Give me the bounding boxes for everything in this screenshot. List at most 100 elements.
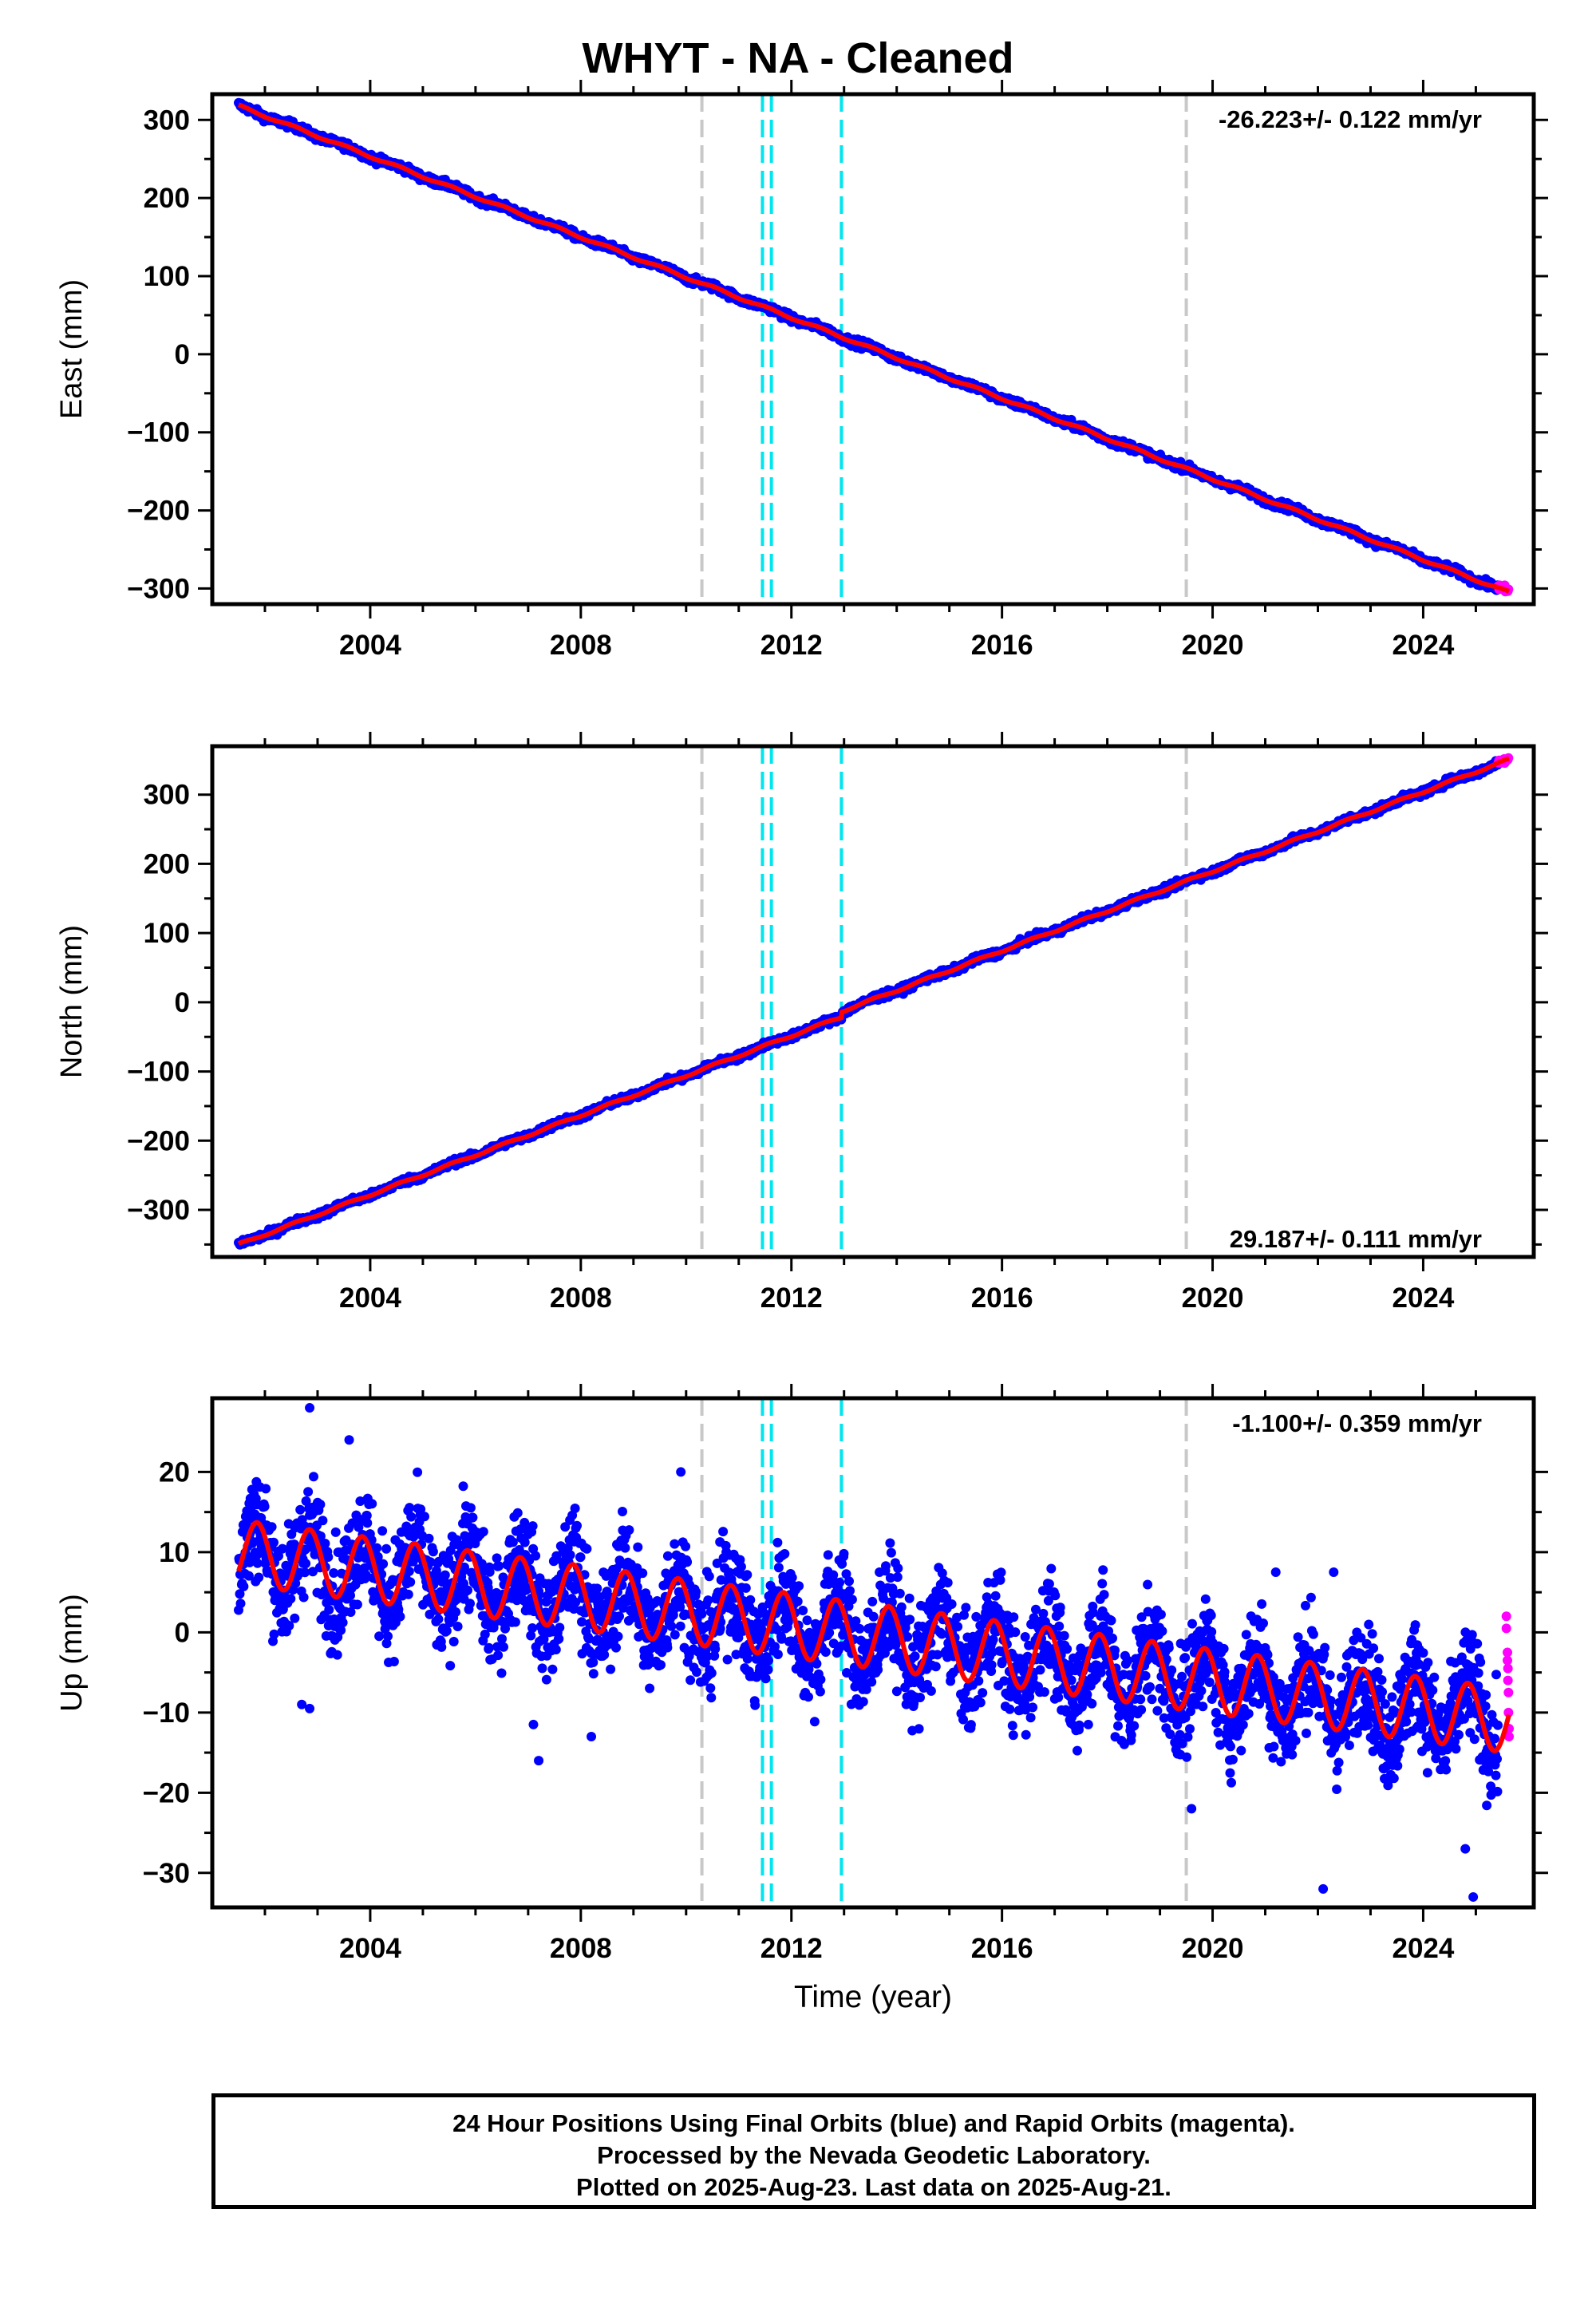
rate-label: -26.223+/- 0.122 mm/yr [1219,105,1482,133]
position-point [259,1501,270,1512]
y-tick-label: −100 [127,417,190,449]
x-tick-label: 2020 [1182,630,1244,661]
rate-label: 29.187+/- 0.111 mm/yr [1230,1225,1482,1253]
x-axis: 2004 2008 2012 2016 2020 2024 [263,80,1477,661]
y-axis: 300 200 100 0 −100 −200 −300 [127,780,1548,1246]
position-point [458,1481,468,1492]
position-point [378,1559,389,1569]
position-point [496,1668,507,1678]
x-tick-label: 2024 [1393,630,1455,661]
position-point [403,1589,413,1599]
y-axis-label: North (mm) [55,925,89,1078]
position-point [478,1527,488,1537]
position-point [512,1508,523,1518]
x-tick-label: 2008 [550,630,612,661]
position-point [413,1467,423,1477]
position-point [497,1634,507,1644]
position-point [406,1512,417,1522]
position-point [510,1617,520,1627]
x-tick-label: 2012 [760,1282,823,1314]
chart-title: WHYT - NA - Cleaned [582,34,1014,82]
position-point [320,1539,330,1548]
y-tick-label: 200 [144,848,190,879]
position-point [445,1661,456,1671]
position-point [290,1613,300,1623]
y-tick-label: 300 [144,780,190,811]
x-tick-label: 2004 [339,1282,401,1314]
position-point [286,1594,296,1604]
position-point [463,1585,472,1595]
panel-plot-area [234,746,1514,1257]
y-tick-label: −200 [127,1125,190,1156]
position-point [239,1581,249,1591]
position-point [332,1650,342,1660]
position-point [465,1503,476,1513]
position-point [493,1650,504,1661]
position-point [362,1518,373,1528]
position-point [499,1642,508,1652]
position-point [303,1487,314,1497]
position-point [235,1599,246,1609]
position-point [531,1551,541,1561]
final-orbit-points [234,1403,1503,1902]
position-point [324,1605,334,1614]
position-point [448,1637,459,1646]
position-point [269,1537,279,1547]
position-point [301,1559,311,1569]
position-point [254,1572,264,1583]
x-tick-label: 2012 [760,630,823,661]
y-axis-label: East (mm) [55,279,89,419]
position-point [437,1642,447,1652]
position-point [330,1527,341,1537]
x-tick-label: 2016 [971,1282,1033,1314]
position-point [451,1607,461,1617]
position-point [315,1500,326,1510]
panel-up: 2004 2008 2012 2016 2020 202420100−10−20−30Up… [55,1384,1548,1964]
position-point [383,1631,393,1642]
position-point [352,1599,362,1610]
position-point [389,1657,399,1666]
panel-plot-area [234,1398,1514,1907]
x-tick-label: 2004 [339,630,401,661]
x-tick-label: 2024 [1393,1282,1455,1314]
position-point [452,1622,463,1631]
position-point [420,1512,429,1522]
position-point [261,1484,271,1494]
position-point [381,1543,392,1554]
y-tick-label: 300 [144,105,190,136]
y-tick-label: 200 [144,183,190,214]
position-point [484,1567,495,1577]
position-point [508,1537,518,1547]
panel-east: 2004 2008 2012 2016 2020 2024 300 200 100 0 −100 −2… [55,80,1548,661]
y-tick-label: −100 [127,1057,190,1088]
position-point [377,1526,388,1536]
y-tick-label: 0 [175,987,190,1018]
y-tick-label: 100 [144,918,190,949]
x-tick-label: 2016 [971,630,1033,661]
position-point [465,1599,475,1609]
position-point [318,1516,328,1526]
y-tick-label: −200 [127,496,190,527]
position-point [527,1521,538,1531]
position-point [298,1592,309,1603]
y-tick-label: 100 [144,261,190,292]
position-point [405,1503,415,1513]
position-point [338,1618,348,1628]
position-point [484,1642,494,1653]
position-point [405,1577,416,1587]
position-point [395,1611,405,1622]
position-point [367,1499,377,1509]
panel-plot-area [234,94,1514,604]
position-point [267,1522,277,1532]
y-tick-label: −300 [127,1195,190,1226]
y-tick-label: 0 [175,339,190,370]
y-tick-label: −300 [127,573,190,604]
position-point [468,1512,478,1523]
position-point [527,1623,538,1633]
x-tick-label: 2020 [1182,1282,1244,1314]
position-point [494,1561,504,1571]
position-point [428,1547,438,1557]
position-point [295,1504,306,1515]
position-point [323,1552,334,1562]
